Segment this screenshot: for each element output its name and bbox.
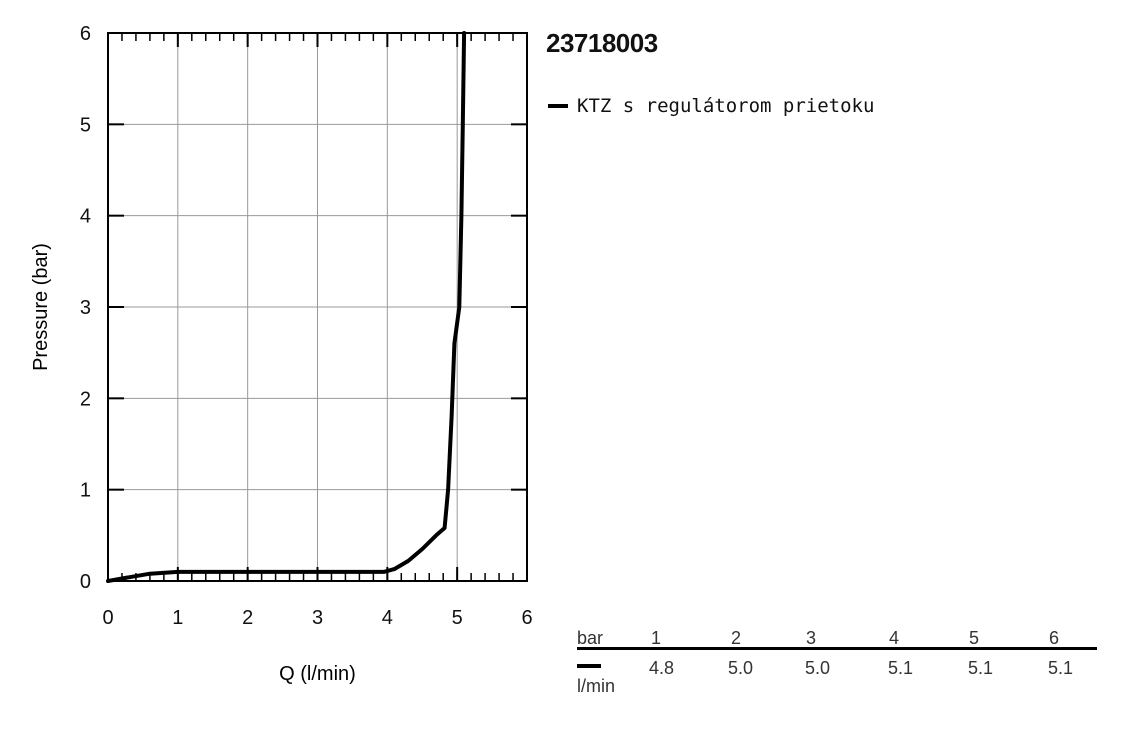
table-header-cell: 1 [651, 628, 662, 648]
table-header-cell: 5 [969, 628, 980, 648]
y-tick-label: 4 [80, 206, 91, 228]
y-tick-label: 6 [80, 23, 91, 45]
y-tick-label: 2 [80, 388, 91, 410]
table-flow-cell: 5.1 [968, 658, 994, 678]
table-flow-row: 4.8 5.0 5.0 5.1 5.1 5.1 [577, 658, 1097, 678]
table-header-cell: 4 [889, 628, 900, 648]
x-tick-label: 0 [102, 607, 113, 629]
table-header-cell: 6 [1049, 628, 1060, 648]
table-header-unit: bar [577, 628, 604, 648]
chart-title: 23718003 [546, 28, 658, 58]
legend-swatch [548, 104, 568, 108]
table-header-cell: 2 [731, 628, 742, 648]
table-header-cell: 3 [806, 628, 817, 648]
legend: KTZ s regulátorom prietoku [548, 95, 874, 117]
summary-table: bar 1 2 3 4 5 6 [577, 628, 1097, 648]
y-tick-label: 3 [80, 297, 91, 319]
x-tick-label: 6 [521, 607, 532, 629]
table-flow-cell: 5.1 [888, 658, 914, 678]
x-tick-label: 5 [452, 607, 463, 629]
table-flow-row-wrap: 4.8 5.0 5.0 5.1 5.1 5.1 [577, 658, 1097, 678]
table-series-swatch [577, 664, 601, 668]
y-axis-label: Pressure (bar) [30, 243, 52, 371]
table-flow-cell: 4.8 [649, 658, 675, 678]
x-tick-label: 4 [382, 607, 393, 629]
x-tick-label: 1 [172, 607, 183, 629]
y-tick-label: 1 [80, 480, 91, 502]
pressure-flow-chart: 0 1 2 3 4 5 6 0 1 2 3 4 5 6 Q (l/min) Pressure (bar) [30, 23, 533, 685]
table-flow-cell: 5.0 [728, 658, 754, 678]
table-flow-cell: 5.0 [805, 658, 831, 678]
table-flow-unit: l/min [577, 676, 616, 696]
series-line [106, 31, 467, 583]
y-tick-label: 5 [80, 114, 91, 136]
legend-label: KTZ s regulátorom prietoku [577, 95, 875, 117]
axis-ticks: 0 1 2 3 4 5 6 0 1 2 3 4 5 6 [80, 23, 533, 629]
x-axis-label: Q (l/min) [279, 663, 356, 685]
series-layer [106, 31, 467, 583]
x-tick-label: 2 [242, 607, 253, 629]
table-header-row: bar 1 2 3 4 5 6 [577, 628, 1097, 648]
x-tick-label: 3 [312, 607, 323, 629]
table-flow-cell: 5.1 [1048, 658, 1074, 678]
y-tick-label: 0 [80, 571, 91, 593]
table-divider [577, 647, 1097, 650]
